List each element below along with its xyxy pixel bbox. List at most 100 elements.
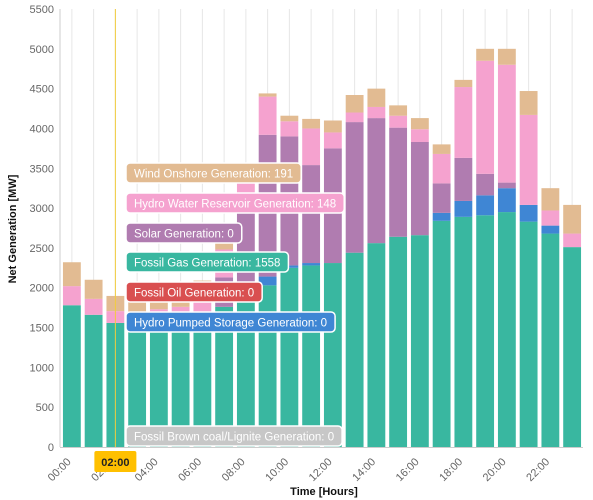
- bar-segment-fossil-gas-generation[interactable]: [302, 265, 321, 447]
- bar-segment-fossil-gas-generation[interactable]: [345, 252, 364, 447]
- bar-segment-fossil-gas-generation[interactable]: [432, 220, 451, 447]
- bar-segment-hydro-water-reservoir-generation[interactable]: [323, 132, 342, 149]
- bar-segment-wind-onshore-generation[interactable]: [519, 91, 538, 115]
- tooltip-series-name: Solar Generation: [134, 229, 221, 241]
- tooltip-item-hydro-water-reservoir-generation: Hydro Water Reservoir Generation: 148: [125, 192, 345, 214]
- bar-segment-hydro-pumped-storage-generation[interactable]: [519, 204, 538, 222]
- y-tick-label: 5500: [30, 4, 54, 16]
- tooltip-item-hydro-pumped-storage-generation: Hydro Pumped Storage Generation: 0: [125, 311, 336, 333]
- y-tick-label: 0: [48, 442, 54, 454]
- bar-segment-hydro-water-reservoir-generation[interactable]: [258, 96, 277, 135]
- bar-segment-fossil-gas-generation[interactable]: [519, 221, 538, 447]
- bar-segment-hydro-water-reservoir-generation[interactable]: [345, 112, 364, 123]
- bar-segment-hydro-pumped-storage-generation[interactable]: [280, 265, 299, 268]
- bar-segment-fossil-gas-generation[interactable]: [128, 322, 147, 447]
- tooltip-separator: :: [314, 318, 320, 330]
- bar-segment-hydro-water-reservoir-generation[interactable]: [410, 129, 429, 142]
- bar-segment-solar-generation[interactable]: [410, 141, 429, 236]
- hover-tooltip: Wind Onshore Generation: 191 Hydro Water …: [125, 162, 345, 447]
- tooltip-pill: [125, 162, 302, 184]
- tooltip-item-wind-onshore-generation: Wind Onshore Generation: 191: [125, 162, 302, 184]
- x-tick-label: 14:00: [350, 456, 378, 484]
- tooltip-pill: [125, 192, 345, 214]
- bar-segment-solar-generation[interactable]: [497, 182, 516, 189]
- bar-segment-hydro-water-reservoir-generation[interactable]: [563, 233, 582, 248]
- bar-segment-hydro-water-reservoir-generation[interactable]: [454, 87, 473, 158]
- bar-segment-fossil-gas-generation[interactable]: [541, 233, 560, 447]
- bar-segment-hydro-water-reservoir-generation[interactable]: [497, 64, 516, 183]
- tooltip-pill: [125, 251, 290, 273]
- bar-segment-solar-generation[interactable]: [345, 122, 364, 253]
- bar-segment-hydro-water-reservoir-generation[interactable]: [84, 298, 103, 315]
- bar-segment-fossil-gas-generation[interactable]: [280, 267, 299, 447]
- bar-segment-wind-onshore-generation[interactable]: [323, 120, 342, 133]
- bar-segment-hydro-water-reservoir-generation[interactable]: [280, 121, 299, 137]
- bar-segment-fossil-gas-generation[interactable]: [323, 263, 342, 447]
- bar-segment-hydro-pumped-storage-generation[interactable]: [258, 276, 277, 286]
- bar-segment-solar-generation[interactable]: [432, 183, 451, 213]
- bar-segment-wind-onshore-generation[interactable]: [432, 144, 451, 154]
- bar-segment-hydro-water-reservoir-generation[interactable]: [476, 60, 495, 174]
- bar-segment-hydro-pumped-storage-generation[interactable]: [541, 225, 560, 234]
- bar-segment-fossil-gas-generation[interactable]: [389, 236, 408, 447]
- bar-segment-hydro-pumped-storage-generation[interactable]: [302, 263, 321, 266]
- bar-segment-fossil-gas-generation[interactable]: [171, 320, 190, 447]
- bar-segment-solar-generation[interactable]: [389, 127, 408, 237]
- bar-segment-wind-onshore-generation[interactable]: [410, 118, 429, 130]
- tooltip-value: 148: [317, 199, 336, 211]
- bar-segment-hydro-water-reservoir-generation[interactable]: [367, 106, 386, 119]
- bar-segment-wind-onshore-generation[interactable]: [84, 279, 103, 299]
- bar-segment-wind-onshore-generation[interactable]: [258, 93, 277, 97]
- bar-segment-fossil-gas-generation[interactable]: [563, 247, 582, 447]
- tooltip-pill: [125, 425, 343, 447]
- bar-segment-hydro-water-reservoir-generation[interactable]: [302, 128, 321, 166]
- bar-segment-solar-generation[interactable]: [454, 157, 473, 201]
- bar-segment-hydro-pumped-storage-generation[interactable]: [497, 188, 516, 213]
- bar-segment-wind-onshore-generation[interactable]: [497, 48, 516, 65]
- bar-segment-wind-onshore-generation[interactable]: [389, 105, 408, 116]
- bar-segment-wind-onshore-generation[interactable]: [476, 48, 495, 61]
- bar-segment-wind-onshore-generation[interactable]: [302, 118, 321, 129]
- bar-segment-fossil-gas-generation[interactable]: [215, 306, 234, 447]
- bar-segment-wind-onshore-generation[interactable]: [215, 239, 234, 250]
- bar-segment-fossil-gas-generation[interactable]: [476, 215, 495, 447]
- bar-segment-wind-onshore-generation[interactable]: [345, 95, 364, 113]
- tooltip-series-name: Fossil Gas Generation: [134, 258, 248, 270]
- bar-segment-solar-generation[interactable]: [302, 165, 321, 264]
- bar-segment-hydro-pumped-storage-generation[interactable]: [476, 195, 495, 216]
- bar-segment-hydro-water-reservoir-generation[interactable]: [541, 210, 560, 226]
- bar-segment-fossil-gas-generation[interactable]: [410, 235, 429, 447]
- bar-segment-wind-onshore-generation[interactable]: [454, 79, 473, 88]
- bar-segment-hydro-water-reservoir-generation[interactable]: [519, 114, 538, 205]
- bar-segment-wind-onshore-generation[interactable]: [280, 115, 299, 122]
- bar-segment-fossil-gas-generation[interactable]: [84, 314, 103, 447]
- x-tick-label: 16:00: [394, 456, 422, 484]
- x-tick-label: 10:00: [263, 456, 291, 484]
- x-tick-label: 06:00: [176, 456, 204, 484]
- tooltip-text: Fossil Oil Generation: 0: [134, 288, 254, 300]
- bar-segment-hydro-water-reservoir-generation[interactable]: [62, 286, 81, 306]
- bar-segment-fossil-gas-generation[interactable]: [497, 212, 516, 447]
- bar-segment-solar-generation[interactable]: [367, 118, 386, 244]
- bar-segment-fossil-gas-generation[interactable]: [236, 298, 255, 447]
- bar-segment-fossil-gas-generation[interactable]: [193, 318, 212, 447]
- tooltip-item-fossil-brown-coal-lignite-generation: Fossil Brown coal/Lignite Generation: 0: [125, 425, 343, 447]
- tooltip-item-fossil-oil-generation: Fossil Oil Generation: 0: [125, 281, 263, 303]
- bar-segment-wind-onshore-generation[interactable]: [367, 88, 386, 107]
- bar-segment-hydro-water-reservoir-generation[interactable]: [432, 153, 451, 184]
- bar-segment-fossil-gas-generation[interactable]: [454, 216, 473, 447]
- bar-segment-hydro-pumped-storage-generation[interactable]: [454, 200, 473, 217]
- bar-segment-fossil-gas-generation[interactable]: [367, 243, 386, 447]
- tooltip-separator: :: [268, 169, 274, 181]
- bar-segment-hydro-pumped-storage-generation[interactable]: [432, 212, 451, 221]
- bar-segment-hydro-water-reservoir-generation[interactable]: [389, 115, 408, 128]
- bar-segment-wind-onshore-generation[interactable]: [563, 204, 582, 234]
- bar-segment-wind-onshore-generation[interactable]: [62, 262, 81, 287]
- bar-segment-fossil-gas-generation[interactable]: [149, 321, 168, 447]
- bar-segment-fossil-gas-generation[interactable]: [258, 285, 277, 447]
- bar-segment-wind-onshore-generation[interactable]: [541, 188, 560, 211]
- bar-segment-fossil-gas-generation[interactable]: [62, 305, 81, 447]
- tooltip-text: Hydro Water Reservoir Generation: 148: [134, 199, 336, 211]
- bar-segment-solar-generation[interactable]: [476, 173, 495, 196]
